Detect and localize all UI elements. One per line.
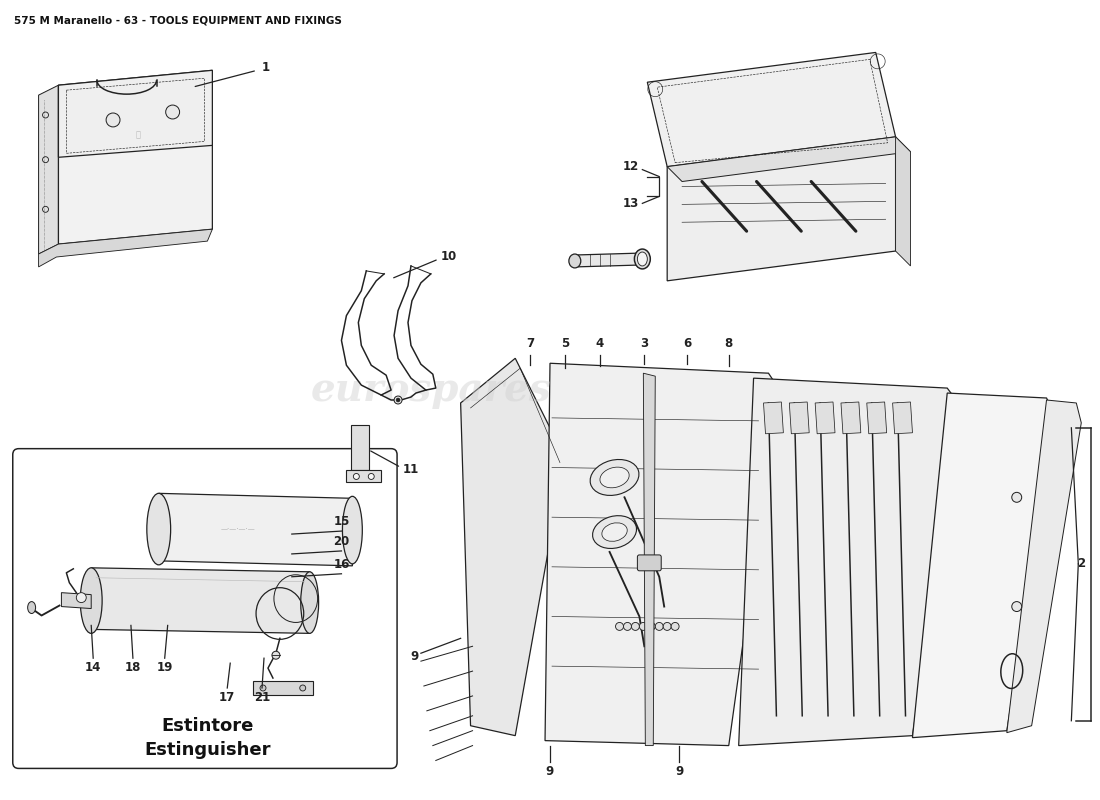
Polygon shape [913,393,1056,738]
Text: 11: 11 [403,463,419,476]
Polygon shape [461,358,565,736]
Circle shape [647,622,656,630]
Circle shape [166,105,179,119]
Text: 9: 9 [675,766,683,778]
Text: 9: 9 [410,650,419,662]
Polygon shape [842,402,861,434]
Text: 21: 21 [254,691,271,704]
Ellipse shape [28,602,35,614]
Text: 16: 16 [333,558,350,571]
Polygon shape [91,568,310,634]
Polygon shape [668,137,895,281]
Circle shape [1012,602,1022,611]
Polygon shape [790,402,810,434]
Circle shape [639,622,647,630]
Circle shape [624,622,631,630]
Polygon shape [892,402,913,434]
Circle shape [1012,492,1022,502]
Polygon shape [62,593,91,609]
Text: 14: 14 [85,661,101,674]
Polygon shape [58,70,212,244]
Text: 575 M Maranello - 63 - TOOLS EQUIPMENT AND FIXINGS: 575 M Maranello - 63 - TOOLS EQUIPMENT A… [14,16,342,26]
Polygon shape [39,86,58,254]
Text: 18: 18 [124,661,141,674]
Polygon shape [158,494,352,566]
Ellipse shape [590,459,639,495]
Polygon shape [575,253,642,267]
Polygon shape [346,470,382,482]
Text: 8: 8 [725,338,733,350]
Polygon shape [895,137,911,266]
Text: 1: 1 [262,61,271,74]
Text: —·—·—·—: —·—·—·— [221,526,255,532]
Circle shape [671,622,679,630]
Text: Estintore: Estintore [162,717,254,734]
Circle shape [616,622,624,630]
Text: 20: 20 [333,535,350,548]
Ellipse shape [300,572,319,634]
Ellipse shape [602,523,627,542]
Text: 9: 9 [546,766,554,778]
Circle shape [663,622,671,630]
Circle shape [631,622,639,630]
Polygon shape [544,363,779,746]
Text: 3: 3 [640,338,648,350]
Polygon shape [815,402,835,434]
Text: 17: 17 [219,691,235,704]
Text: 6: 6 [683,338,691,350]
Ellipse shape [569,254,581,268]
Circle shape [656,622,663,630]
Polygon shape [58,70,212,158]
Text: 7: 7 [526,338,535,350]
Polygon shape [668,137,911,182]
Ellipse shape [80,568,102,634]
Text: 12: 12 [623,160,639,173]
Text: 19: 19 [156,661,173,674]
FancyBboxPatch shape [637,555,661,571]
Text: 🐴: 🐴 [135,130,141,139]
Ellipse shape [593,516,637,549]
Text: 13: 13 [623,197,639,210]
Polygon shape [763,402,783,434]
Circle shape [260,685,266,691]
Circle shape [396,398,400,402]
Polygon shape [1006,400,1081,733]
FancyBboxPatch shape [13,449,397,769]
Text: Estinguisher: Estinguisher [144,741,271,758]
Ellipse shape [600,467,629,488]
Polygon shape [39,229,212,267]
Ellipse shape [635,249,650,269]
Polygon shape [351,425,370,470]
Polygon shape [647,53,895,166]
Polygon shape [867,402,887,434]
Text: 15: 15 [333,515,350,528]
Circle shape [368,474,374,479]
Polygon shape [739,378,962,746]
Ellipse shape [637,252,647,266]
Ellipse shape [342,496,362,564]
Circle shape [76,593,86,602]
Circle shape [299,685,306,691]
Text: eurospares: eurospares [310,371,551,409]
Ellipse shape [146,494,170,565]
Text: 10: 10 [441,250,456,262]
Circle shape [353,474,360,479]
Polygon shape [644,373,656,746]
Circle shape [106,113,120,127]
Text: 2: 2 [1077,558,1086,570]
Text: 4: 4 [595,338,604,350]
Circle shape [272,651,279,659]
Text: 5: 5 [561,338,569,350]
Polygon shape [253,681,312,695]
Circle shape [394,396,402,404]
